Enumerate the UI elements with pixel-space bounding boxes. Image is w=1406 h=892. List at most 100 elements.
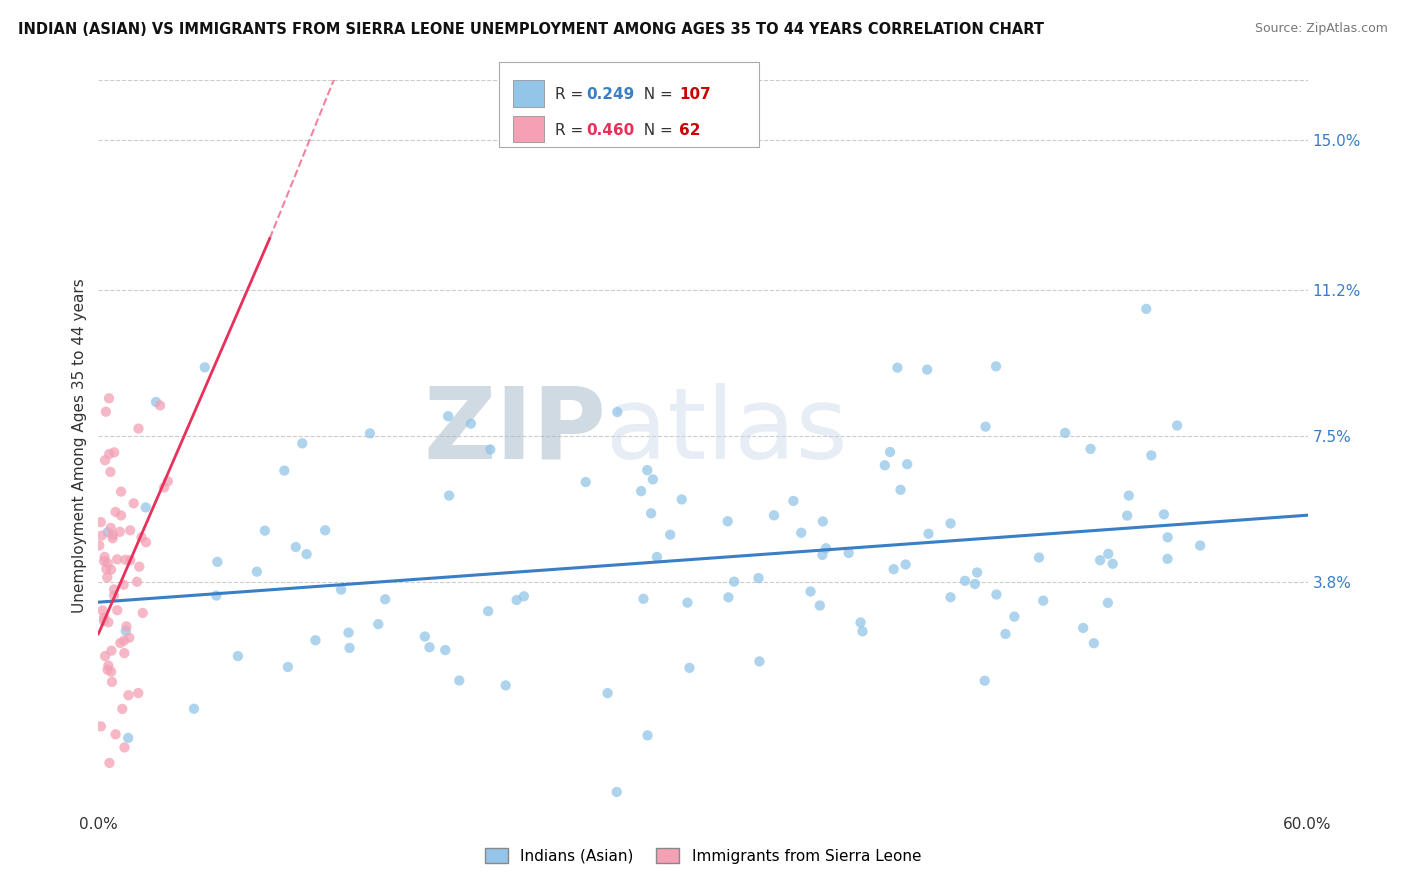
Text: 0.249: 0.249 bbox=[586, 87, 634, 103]
Point bbox=[122, 496, 145, 510]
Point bbox=[659, 527, 682, 541]
Point bbox=[1166, 418, 1188, 433]
Point bbox=[1189, 539, 1212, 553]
Point bbox=[849, 615, 872, 630]
Point bbox=[112, 646, 135, 660]
Point bbox=[96, 570, 118, 584]
Point bbox=[93, 614, 115, 628]
Point bbox=[330, 582, 353, 597]
Point bbox=[640, 507, 662, 521]
Point bbox=[886, 360, 908, 375]
Point bbox=[953, 574, 976, 588]
Point bbox=[94, 405, 117, 419]
Point bbox=[103, 588, 125, 602]
Point bbox=[132, 606, 155, 620]
Point bbox=[111, 702, 134, 716]
Point bbox=[606, 405, 628, 419]
Point bbox=[966, 566, 988, 580]
Point bbox=[337, 625, 360, 640]
Point bbox=[374, 592, 396, 607]
Point bbox=[89, 538, 111, 552]
Point bbox=[314, 524, 336, 538]
Point bbox=[367, 617, 389, 632]
Legend: Indians (Asian), Immigrants from Sierra Leone: Indians (Asian), Immigrants from Sierra … bbox=[479, 842, 927, 870]
Point bbox=[1118, 489, 1140, 503]
Point bbox=[94, 648, 117, 663]
Point bbox=[434, 643, 457, 657]
Point bbox=[963, 577, 986, 591]
Point bbox=[97, 556, 120, 570]
Text: ZIP: ZIP bbox=[423, 383, 606, 480]
Text: INDIAN (ASIAN) VS IMMIGRANTS FROM SIERRA LEONE UNEMPLOYMENT AMONG AGES 35 TO 44 : INDIAN (ASIAN) VS IMMIGRANTS FROM SIERRA… bbox=[18, 22, 1045, 37]
Point bbox=[183, 702, 205, 716]
Point bbox=[98, 392, 121, 406]
Point bbox=[91, 603, 114, 617]
Point bbox=[93, 554, 115, 568]
Point bbox=[890, 483, 912, 497]
Point bbox=[479, 442, 502, 457]
Point bbox=[606, 785, 628, 799]
Point bbox=[105, 603, 128, 617]
Point bbox=[418, 640, 440, 655]
Point bbox=[413, 630, 436, 644]
Point bbox=[838, 546, 860, 560]
Point bbox=[505, 593, 527, 607]
Point bbox=[637, 728, 659, 742]
Point bbox=[939, 591, 962, 605]
Point bbox=[917, 526, 939, 541]
Point bbox=[246, 565, 269, 579]
Point bbox=[207, 555, 229, 569]
Point bbox=[1002, 609, 1025, 624]
Point bbox=[112, 633, 135, 648]
Point bbox=[110, 484, 132, 499]
Point bbox=[799, 584, 821, 599]
Point bbox=[120, 553, 142, 567]
Point bbox=[153, 481, 176, 495]
Point bbox=[304, 633, 326, 648]
Point bbox=[117, 731, 139, 745]
Point bbox=[277, 660, 299, 674]
Text: 62: 62 bbox=[679, 123, 700, 137]
Point bbox=[194, 360, 217, 375]
Point bbox=[101, 674, 124, 689]
Point bbox=[284, 540, 307, 554]
Point bbox=[477, 604, 499, 618]
Point bbox=[100, 521, 122, 535]
Point bbox=[495, 678, 517, 692]
Point bbox=[112, 578, 135, 592]
Point bbox=[100, 563, 122, 577]
Point bbox=[125, 574, 148, 589]
Text: atlas: atlas bbox=[606, 383, 848, 480]
Point bbox=[1153, 508, 1175, 522]
Point bbox=[97, 525, 120, 540]
Point bbox=[97, 658, 120, 673]
Point bbox=[114, 624, 136, 638]
Y-axis label: Unemployment Among Ages 35 to 44 years: Unemployment Among Ages 35 to 44 years bbox=[72, 278, 87, 614]
Point bbox=[94, 453, 117, 467]
Point bbox=[96, 562, 118, 576]
Point bbox=[1097, 547, 1119, 561]
Point bbox=[1156, 552, 1178, 566]
Point bbox=[226, 649, 249, 664]
Point bbox=[678, 661, 700, 675]
Point bbox=[984, 359, 1007, 374]
Point bbox=[93, 610, 115, 624]
Point bbox=[103, 445, 125, 459]
Point bbox=[359, 426, 381, 441]
Point bbox=[811, 548, 834, 562]
Point bbox=[939, 516, 962, 531]
Point bbox=[114, 553, 136, 567]
Point bbox=[115, 619, 138, 633]
Point bbox=[128, 559, 150, 574]
Point bbox=[90, 528, 112, 542]
Point bbox=[103, 582, 125, 597]
Text: R =: R = bbox=[555, 123, 589, 137]
Point bbox=[1156, 530, 1178, 544]
Point bbox=[676, 596, 699, 610]
Point bbox=[851, 624, 873, 639]
Point bbox=[97, 663, 120, 677]
Point bbox=[120, 523, 142, 537]
Point bbox=[879, 445, 901, 459]
Point bbox=[101, 528, 124, 542]
Point bbox=[630, 484, 652, 499]
